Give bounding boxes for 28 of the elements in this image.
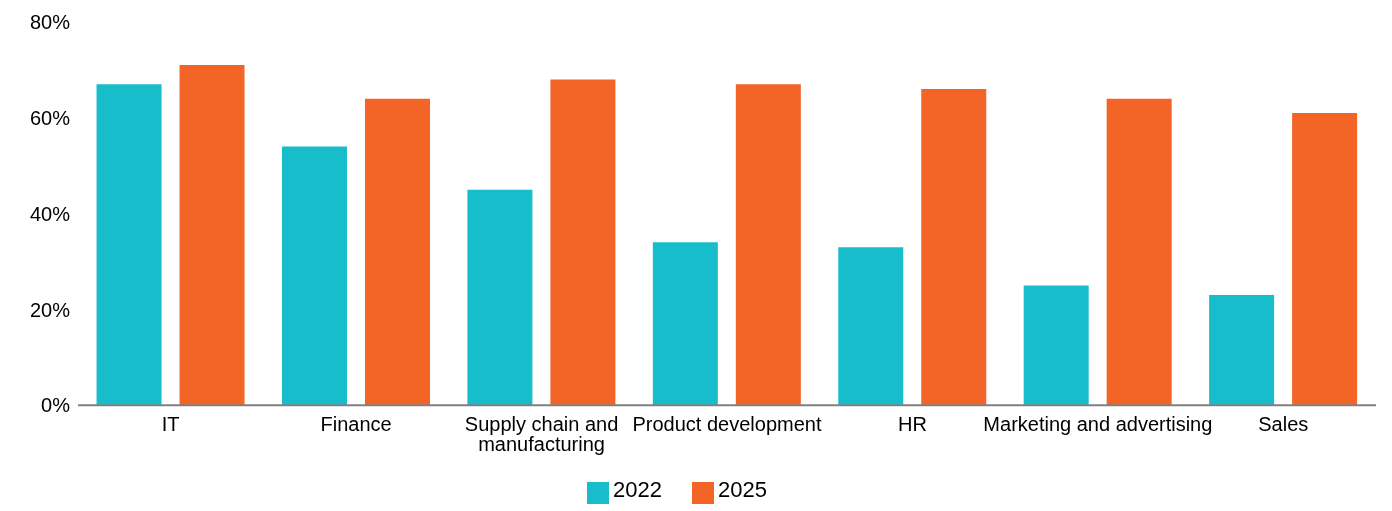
y-tick-label: 60% [29, 106, 71, 129]
y-tick-label: 0% [41, 394, 71, 417]
y-tick-label: 20% [29, 298, 71, 321]
bar [735, 84, 801, 406]
bar [467, 189, 533, 406]
x-tick-label: IT [161, 413, 180, 436]
x-tick-label: Sales [1258, 413, 1309, 436]
bar [921, 89, 987, 406]
bar [1023, 285, 1089, 406]
x-tick-label: Finance [320, 413, 392, 436]
bar [1106, 98, 1172, 406]
x-tick-label: HR [897, 413, 927, 436]
bar [179, 65, 245, 406]
bar [364, 98, 430, 406]
y-tick-label: 40% [29, 202, 71, 225]
x-tick-label: Marketing and advertising [983, 413, 1213, 436]
legend-label: 2022 [613, 477, 662, 503]
bar [550, 79, 616, 406]
x-tick-label: Product development [632, 413, 822, 436]
x-tick-label: Supply chain and manufacturing [464, 413, 619, 456]
bar [281, 146, 347, 406]
bar [1209, 295, 1275, 406]
bar [96, 84, 162, 406]
bar [838, 247, 904, 406]
bar [652, 242, 718, 406]
legend-label: 2025 [718, 477, 767, 503]
bar [1292, 113, 1358, 406]
y-tick-label: 80% [29, 11, 71, 34]
